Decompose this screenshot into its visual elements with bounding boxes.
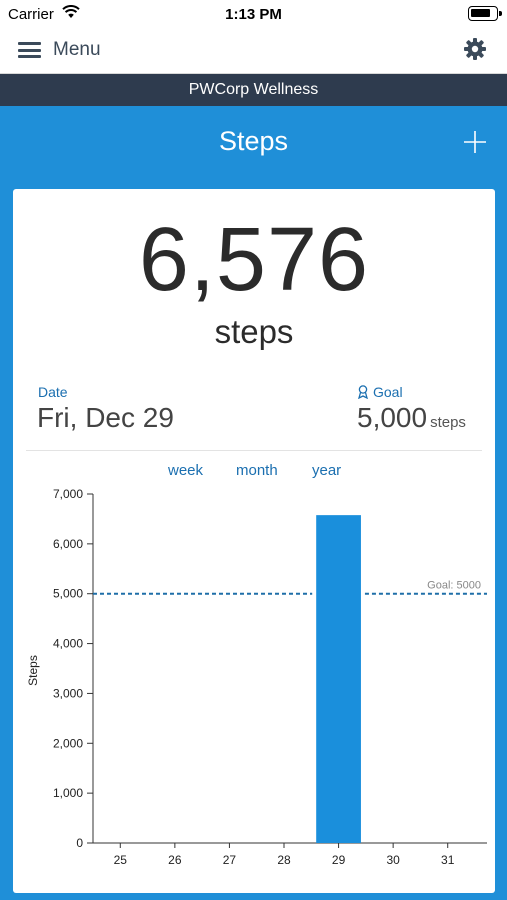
steps-chart: 0 1,000 2,000 3,000 4,000 5,000 6,000 7,000 Step…	[26, 487, 487, 867]
goal-value[interactable]: 5,000 steps	[357, 402, 466, 434]
carrier-label: Carrier	[8, 6, 54, 23]
menu-label: Menu	[53, 39, 101, 60]
menu-button[interactable]: Menu	[18, 36, 101, 64]
tab-week[interactable]: week	[168, 462, 204, 479]
y-tick-label: 4,000	[53, 637, 83, 651]
goal-number: 5,000	[357, 402, 428, 433]
nav-bar: Menu	[0, 28, 507, 74]
bar-29	[316, 515, 361, 843]
battery-icon	[468, 6, 502, 21]
divider	[26, 450, 482, 451]
y-tick-label: 0	[76, 836, 83, 850]
goal-line-label: Goal: 5000	[427, 580, 481, 592]
tab-month[interactable]: month	[236, 462, 278, 479]
y-tick-label: 7,000	[53, 487, 83, 501]
y-tick-label: 5,000	[53, 587, 83, 601]
page-title: Steps	[218, 126, 289, 156]
hamburger-icon	[18, 42, 41, 58]
goal-unit: steps	[430, 414, 466, 431]
plus-icon[interactable]	[463, 130, 487, 154]
org-title: PWCorp Wellness	[188, 81, 319, 98]
steps-unit: steps	[214, 313, 294, 350]
status-bar: Carrier 1:13 PM	[0, 0, 507, 28]
goal-icon	[358, 385, 368, 399]
org-bar: PWCorp Wellness	[0, 74, 507, 106]
y-tick-label: 1,000	[53, 786, 83, 800]
x-tick-label: 27	[223, 853, 237, 867]
page-header: Steps	[0, 106, 507, 182]
date-value[interactable]: Fri, Dec 29	[37, 402, 174, 433]
x-tick-label: 31	[441, 853, 455, 867]
range-tabs: week month year	[13, 462, 495, 482]
x-tick-label: 30	[386, 853, 400, 867]
x-tick-label: 29	[332, 853, 346, 867]
x-tick-label: 28	[277, 853, 291, 867]
y-tick-label: 3,000	[53, 686, 83, 700]
wifi-icon	[62, 5, 80, 18]
steps-card: 6,576 steps Date Fri, Dec 29 Goal 5,000 s…	[13, 189, 495, 893]
goal-label: Goal	[373, 384, 403, 400]
date-label: Date	[38, 384, 68, 400]
steps-count: 6,576	[138, 210, 370, 310]
y-tick-label: 2,000	[53, 736, 83, 750]
x-tick-label: 25	[114, 853, 128, 867]
x-tick-label: 26	[168, 853, 182, 867]
goal-label-row: Goal	[357, 384, 403, 400]
gear-icon[interactable]	[463, 37, 487, 61]
y-axis-label: Steps	[26, 655, 40, 686]
tab-year[interactable]: year	[312, 462, 342, 479]
y-tick-label: 6,000	[53, 537, 83, 551]
status-time: 1:13 PM	[225, 6, 282, 23]
